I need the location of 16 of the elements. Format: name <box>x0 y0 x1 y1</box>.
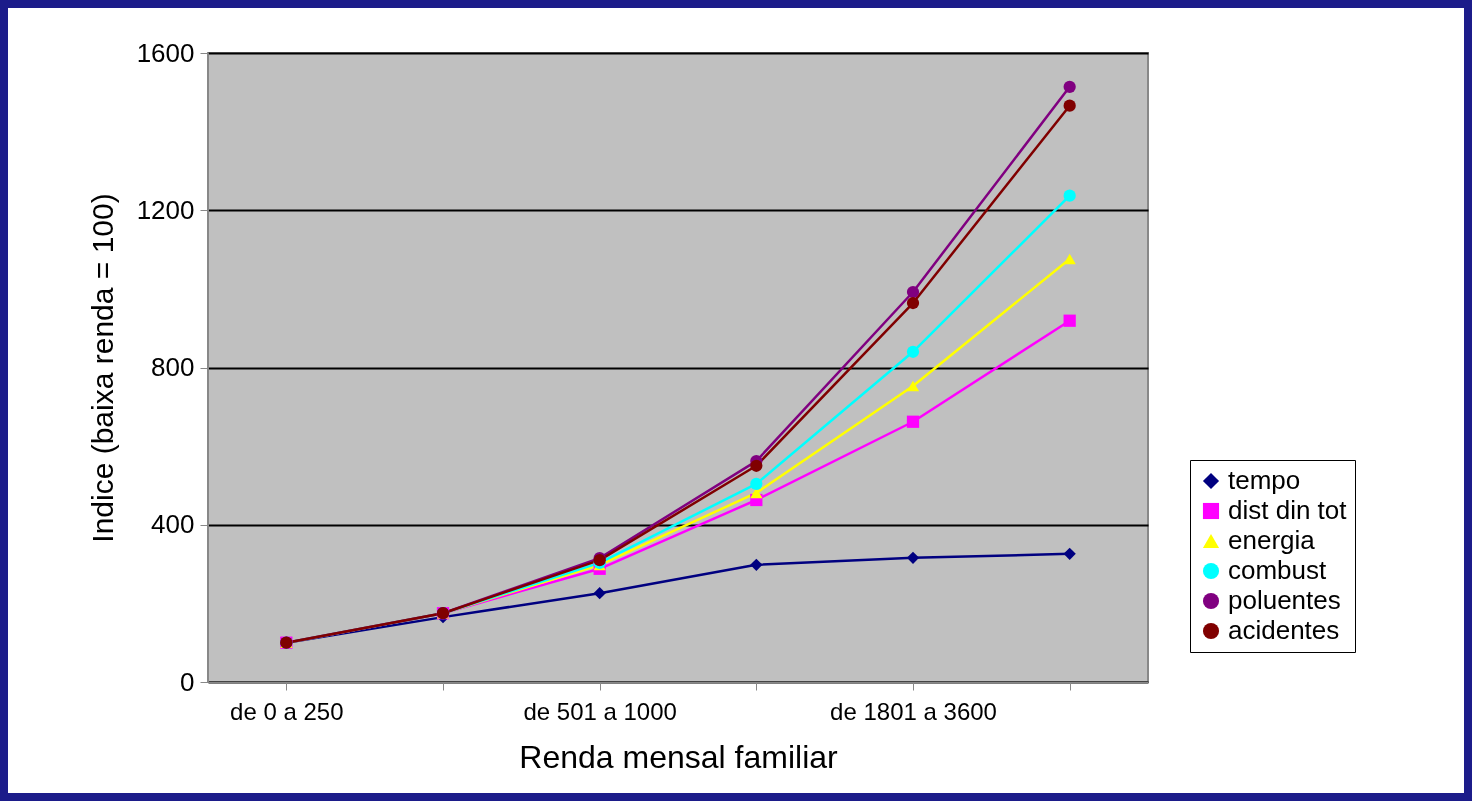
y-tick-label: 400 <box>151 509 195 540</box>
legend-label: acidentes <box>1228 615 1340 645</box>
x-tick-label: de 501 a 1000 <box>523 697 677 725</box>
x-tick-label: de 1801 a 3600 <box>830 697 997 725</box>
legend-label: energia <box>1228 525 1316 555</box>
y-tick-label: 0 <box>180 666 195 697</box>
legend-label: combust <box>1228 555 1328 585</box>
x-axis-title: Renda mensal familiar <box>519 738 839 775</box>
y-tick-label: 1200 <box>136 194 195 225</box>
y-tick-label: 800 <box>151 352 195 382</box>
y-axis-title: Indice (baixa renda = 100) <box>85 193 119 543</box>
legend-label: poluentes <box>1228 585 1341 615</box>
x-tick-label: de 0 a 250 <box>230 697 344 725</box>
y-tick-label: 1600 <box>136 37 195 68</box>
legend-label: dist din tot <box>1228 495 1348 525</box>
legend-label: tempo <box>1228 465 1301 495</box>
